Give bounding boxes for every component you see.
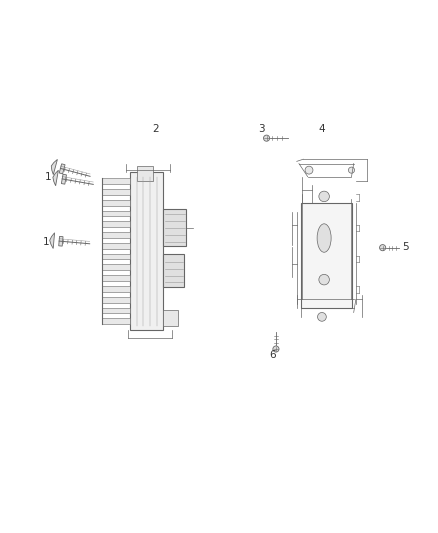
Text: 6: 6	[269, 350, 276, 360]
Polygon shape	[49, 233, 55, 248]
FancyBboxPatch shape	[131, 172, 163, 330]
Circle shape	[380, 245, 386, 251]
FancyBboxPatch shape	[137, 166, 153, 181]
Ellipse shape	[317, 224, 331, 252]
FancyBboxPatch shape	[102, 200, 131, 206]
Text: 2: 2	[152, 124, 159, 134]
FancyBboxPatch shape	[102, 232, 131, 238]
FancyBboxPatch shape	[102, 308, 131, 313]
Circle shape	[349, 167, 354, 173]
FancyBboxPatch shape	[301, 203, 352, 308]
FancyBboxPatch shape	[102, 275, 131, 281]
Circle shape	[264, 135, 270, 141]
Text: 5: 5	[402, 242, 409, 252]
FancyBboxPatch shape	[102, 211, 131, 216]
FancyBboxPatch shape	[163, 254, 184, 287]
Circle shape	[319, 274, 329, 285]
Circle shape	[318, 312, 326, 321]
FancyBboxPatch shape	[102, 254, 131, 260]
Text: 1: 1	[42, 237, 49, 247]
FancyBboxPatch shape	[163, 310, 178, 326]
FancyBboxPatch shape	[102, 178, 131, 184]
Polygon shape	[53, 170, 58, 186]
Text: 1: 1	[45, 172, 52, 182]
FancyBboxPatch shape	[102, 297, 131, 303]
Polygon shape	[51, 159, 57, 175]
Text: 3: 3	[258, 124, 265, 134]
FancyBboxPatch shape	[102, 264, 131, 270]
FancyBboxPatch shape	[102, 286, 131, 292]
FancyBboxPatch shape	[102, 221, 131, 227]
Polygon shape	[59, 236, 63, 246]
Polygon shape	[61, 174, 67, 184]
FancyBboxPatch shape	[102, 243, 131, 248]
FancyBboxPatch shape	[163, 209, 186, 246]
Circle shape	[319, 191, 329, 201]
Circle shape	[305, 166, 313, 174]
Circle shape	[273, 346, 279, 352]
FancyBboxPatch shape	[102, 318, 131, 324]
Polygon shape	[59, 164, 65, 174]
Text: 4: 4	[318, 124, 325, 134]
FancyBboxPatch shape	[102, 189, 131, 195]
